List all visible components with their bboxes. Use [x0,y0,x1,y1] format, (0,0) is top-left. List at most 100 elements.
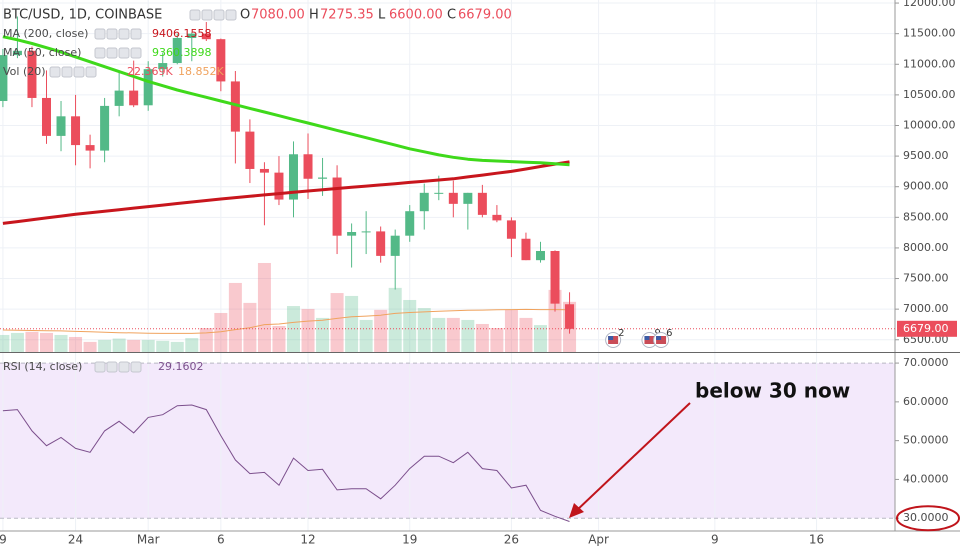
legend-name: MA (200, close) [3,27,88,40]
legend-icon [225,9,237,21]
candle-body [347,232,357,236]
volume-bar [359,319,373,352]
candle-body [187,33,197,38]
volume-bar [39,332,53,352]
legend-name: Vol (20) [3,65,46,78]
legend-icon [73,66,85,78]
volume-bar [112,338,126,352]
candle-body [492,214,502,221]
candle-body [376,231,386,256]
legend-icon [61,66,73,78]
ohlc-key: O [240,8,250,23]
x-tick-label: 26 [504,533,519,547]
ohlc-key: H [309,8,319,23]
y-tick-label: 11500.00 [903,27,956,40]
arrow-head [569,503,584,518]
ohlc-value: 7080.00 [251,8,305,23]
legend-icon [106,361,118,373]
volume-bar [417,308,431,352]
candle-body [129,90,139,106]
y-tick-label: 50.0000 [903,434,949,447]
event-count: 2 [618,328,624,339]
x-tick-label: Mar [137,533,160,547]
y-tick-label: 9000.00 [903,180,949,193]
volume-bar [504,309,518,352]
x-tick-label: 16 [809,533,824,547]
legend-icon [130,47,142,59]
candle-body [405,211,415,236]
volume-bar [548,289,562,352]
legend-icon [94,361,106,373]
candle-body [259,168,269,173]
legend-icon [94,28,106,40]
annotation-arrow [574,402,691,513]
candle-body [12,50,22,56]
volume-bar [0,334,10,352]
legend-icon [201,9,213,21]
y-tick-label: 10000.00 [903,118,956,131]
legend-icon [118,28,130,40]
candle-body [390,235,400,256]
volume-bar [533,325,547,352]
candle-body [565,304,575,329]
moving-average [2,160,570,225]
event-flag [656,336,662,340]
y-tick-label: 11000.00 [903,57,956,70]
candle-body [448,192,458,204]
legend-icon [49,66,61,78]
highlight-circle [896,505,960,532]
volume-bar [475,323,489,352]
volume-bar [170,341,184,352]
last-price-label: 6679.00 [903,322,949,335]
legend-icon [118,361,130,373]
rsi-band [0,363,895,519]
last-price-box [897,320,957,337]
candle-body [201,33,211,40]
candle-body [216,39,226,82]
y-tick-label: 8500.00 [903,210,949,223]
candle-body [56,116,66,136]
x-tick-label: 9 [0,533,7,547]
y-tick-label: 60.0000 [903,395,949,408]
candle-body [477,192,487,215]
volume-bar [388,287,402,352]
candle-body [245,131,255,169]
y-tick-label: 9500.00 [903,149,949,162]
event-flag [608,336,614,340]
volume-bar [345,295,359,352]
volume-bar [185,338,199,352]
legend-icon [189,9,201,21]
volume-bar [316,317,330,352]
moving-average [2,35,570,167]
candle-body [506,220,516,239]
legend-icon [130,361,142,373]
candle-body [434,192,444,194]
rsi-title: RSI (14, close) [3,360,82,373]
candle-body [0,55,8,102]
volume-bar [228,282,242,352]
annotation: below 30 now [695,379,850,403]
candle-body [419,192,429,212]
legend-name: MA (50, close) [3,46,81,59]
volume-bar [446,317,460,352]
volume-bar [461,319,475,352]
volume-bar [330,293,344,352]
x-tick-label: 24 [68,533,83,547]
volume-bar [301,308,315,352]
candle-body [158,63,168,70]
y-tick-label: 30.0000 [903,511,949,524]
legend-icon [213,9,225,21]
ohlc-value: 7275.35 [320,8,374,23]
legend-icon [106,47,118,59]
candle-body [172,37,182,64]
symbol-title: BTC/USD, 1D, COINBASE [3,8,162,23]
volume-bar [54,334,68,352]
volume-bar [127,339,141,352]
candle-body [288,154,298,200]
volume-bar [286,306,300,352]
y-tick-label: 12000.00 [903,0,956,9]
x-tick-label: 19 [402,533,417,547]
candle-body [114,90,124,106]
legend-icon [85,66,97,78]
candle-body [230,81,240,132]
